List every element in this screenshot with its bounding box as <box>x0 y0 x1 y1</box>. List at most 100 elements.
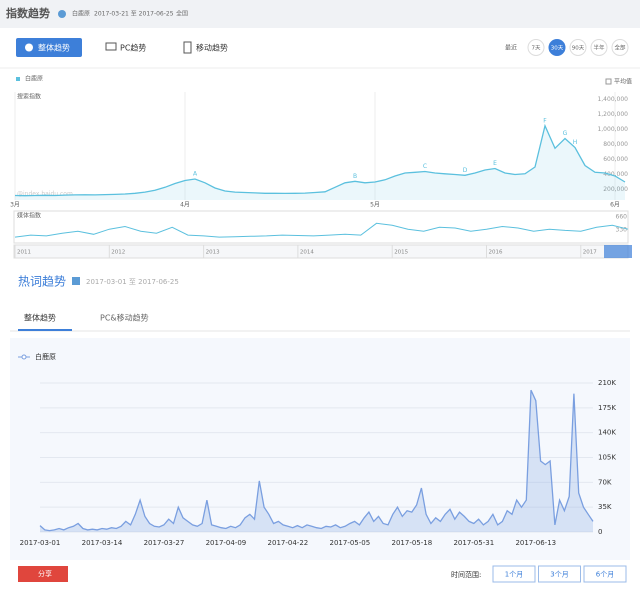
y-tick-label: 200,000 <box>603 186 628 193</box>
period-label[interactable]: 半年 <box>593 44 605 52</box>
tab[interactable]: PC趋势 <box>120 43 146 53</box>
region: 全国 <box>176 10 188 18</box>
y-tick-label: 600,000 <box>603 156 628 163</box>
period-label[interactable]: 30天 <box>551 45 564 52</box>
y-label: 搜索指数 <box>17 93 41 101</box>
range-label[interactable]: 6个月 <box>596 571 614 579</box>
y-tick-label: 210K <box>598 379 616 387</box>
x-tick-label: 3月 <box>10 202 20 209</box>
y-tick-label: 400,000 <box>603 171 628 178</box>
legend: 白鹿原 <box>25 75 43 83</box>
date-range: 2017-03-01 至 2017-06-25 <box>86 278 179 286</box>
tab-active[interactable] <box>16 38 82 57</box>
period-label[interactable]: 90天 <box>572 45 585 52</box>
period-button[interactable] <box>548 39 566 56</box>
tab[interactable]: 移动趋势 <box>196 43 228 53</box>
range-label: 时间范围: <box>451 570 481 579</box>
line <box>14 222 629 238</box>
x-tick-label: 6月 <box>610 202 620 209</box>
share-button[interactable] <box>18 566 68 582</box>
x-tick-label: 2017-03-14 <box>82 539 123 547</box>
share-label[interactable]: 分享 <box>38 569 52 578</box>
pc-icon <box>105 42 117 51</box>
y-tick-label: 330 <box>616 227 628 234</box>
panel-title: 热词趋势 <box>18 275 66 289</box>
x-tick-label: 2017-03-01 <box>20 539 61 547</box>
annotation: H <box>573 139 578 146</box>
checkbox[interactable] <box>605 78 612 85</box>
info-icon[interactable] <box>72 277 80 285</box>
range-button[interactable] <box>583 565 627 583</box>
period-button[interactable] <box>527 39 545 56</box>
x-tick-label: 2017-03-27 <box>144 539 185 547</box>
timeline-handle[interactable] <box>604 245 632 258</box>
y-label: 媒体指数 <box>17 212 41 220</box>
average-label[interactable]: 平均值 <box>614 78 632 86</box>
x-tick-label: 2017-05-18 <box>392 539 433 547</box>
annotation: B <box>353 173 357 180</box>
timeline[interactable] <box>13 244 629 259</box>
watermark: @index.baidu.com <box>17 191 73 198</box>
period-button[interactable] <box>590 39 608 56</box>
x-tick-label: 2017-04-09 <box>206 539 247 547</box>
chart-bg <box>10 338 630 560</box>
area <box>15 125 625 200</box>
panel-title: 指数趋势 <box>6 6 50 20</box>
period-prefix: 最近 <box>505 44 517 52</box>
y-tick-label: 140K <box>598 429 616 437</box>
y-tick-label: 175K <box>598 404 616 412</box>
tab[interactable]: 整体趋势 <box>38 43 70 53</box>
y-tick-label: 1,400,000 <box>597 96 628 103</box>
x-tick-label: 5月 <box>370 202 380 209</box>
period-button[interactable] <box>611 39 629 56</box>
annotation: A <box>193 171 198 178</box>
year-label: 2016 <box>489 250 503 256</box>
legend-marker <box>21 354 27 360</box>
y-tick-label: 105K <box>598 454 616 462</box>
period-label[interactable]: 全部 <box>614 44 626 52</box>
tab-icon <box>25 43 33 52</box>
x-tick-label: 2017-05-31 <box>453 539 494 547</box>
x-tick-label: 2017-05-05 <box>330 539 371 547</box>
keyword: 白鹿原 <box>72 10 90 18</box>
info-icon[interactable] <box>58 10 66 18</box>
header-bar <box>0 0 640 28</box>
year-label: 2014 <box>300 250 314 256</box>
y-tick-label: 1,000,000 <box>597 126 628 133</box>
period-label[interactable]: 7天 <box>532 45 541 52</box>
y-tick-label: 1,200,000 <box>597 111 628 118</box>
y-tick-label: 35K <box>598 503 612 511</box>
line <box>14 123 626 197</box>
x-tick-label: 4月 <box>180 202 190 209</box>
x-tick-label: 2017-06-13 <box>515 539 556 547</box>
range-button[interactable] <box>538 565 581 583</box>
year-label: 2015 <box>394 250 408 256</box>
year-label: 2011 <box>17 250 31 256</box>
tab[interactable]: 整体趋势 <box>24 313 56 323</box>
line <box>39 389 594 532</box>
annotation: C <box>423 163 427 170</box>
annotation: E <box>493 160 497 167</box>
date-range: 2017-03-21 至 2017-06-25 <box>94 11 174 18</box>
year-label: 2017 <box>583 250 597 256</box>
x-tick-label: 2017-04-22 <box>268 539 309 547</box>
phone-icon <box>183 41 192 54</box>
year-label: 2012 <box>111 250 125 256</box>
range-label[interactable]: 3个月 <box>550 571 568 579</box>
range-button[interactable] <box>492 565 536 583</box>
area <box>40 390 593 532</box>
period-button[interactable] <box>569 39 587 56</box>
range-label[interactable]: 1个月 <box>505 571 523 579</box>
y-tick-label: 70K <box>598 478 612 486</box>
legend-swatch <box>16 77 20 81</box>
media-frame <box>13 210 629 244</box>
legend: 白鹿原 <box>35 352 56 361</box>
y-tick-label: 800,000 <box>603 141 628 148</box>
annotation: F <box>543 117 547 124</box>
y-tick-label: 0 <box>598 528 602 536</box>
annotation: G <box>563 130 568 137</box>
year-label: 2013 <box>206 250 220 256</box>
tab[interactable]: PC&移动趋势 <box>100 313 149 323</box>
